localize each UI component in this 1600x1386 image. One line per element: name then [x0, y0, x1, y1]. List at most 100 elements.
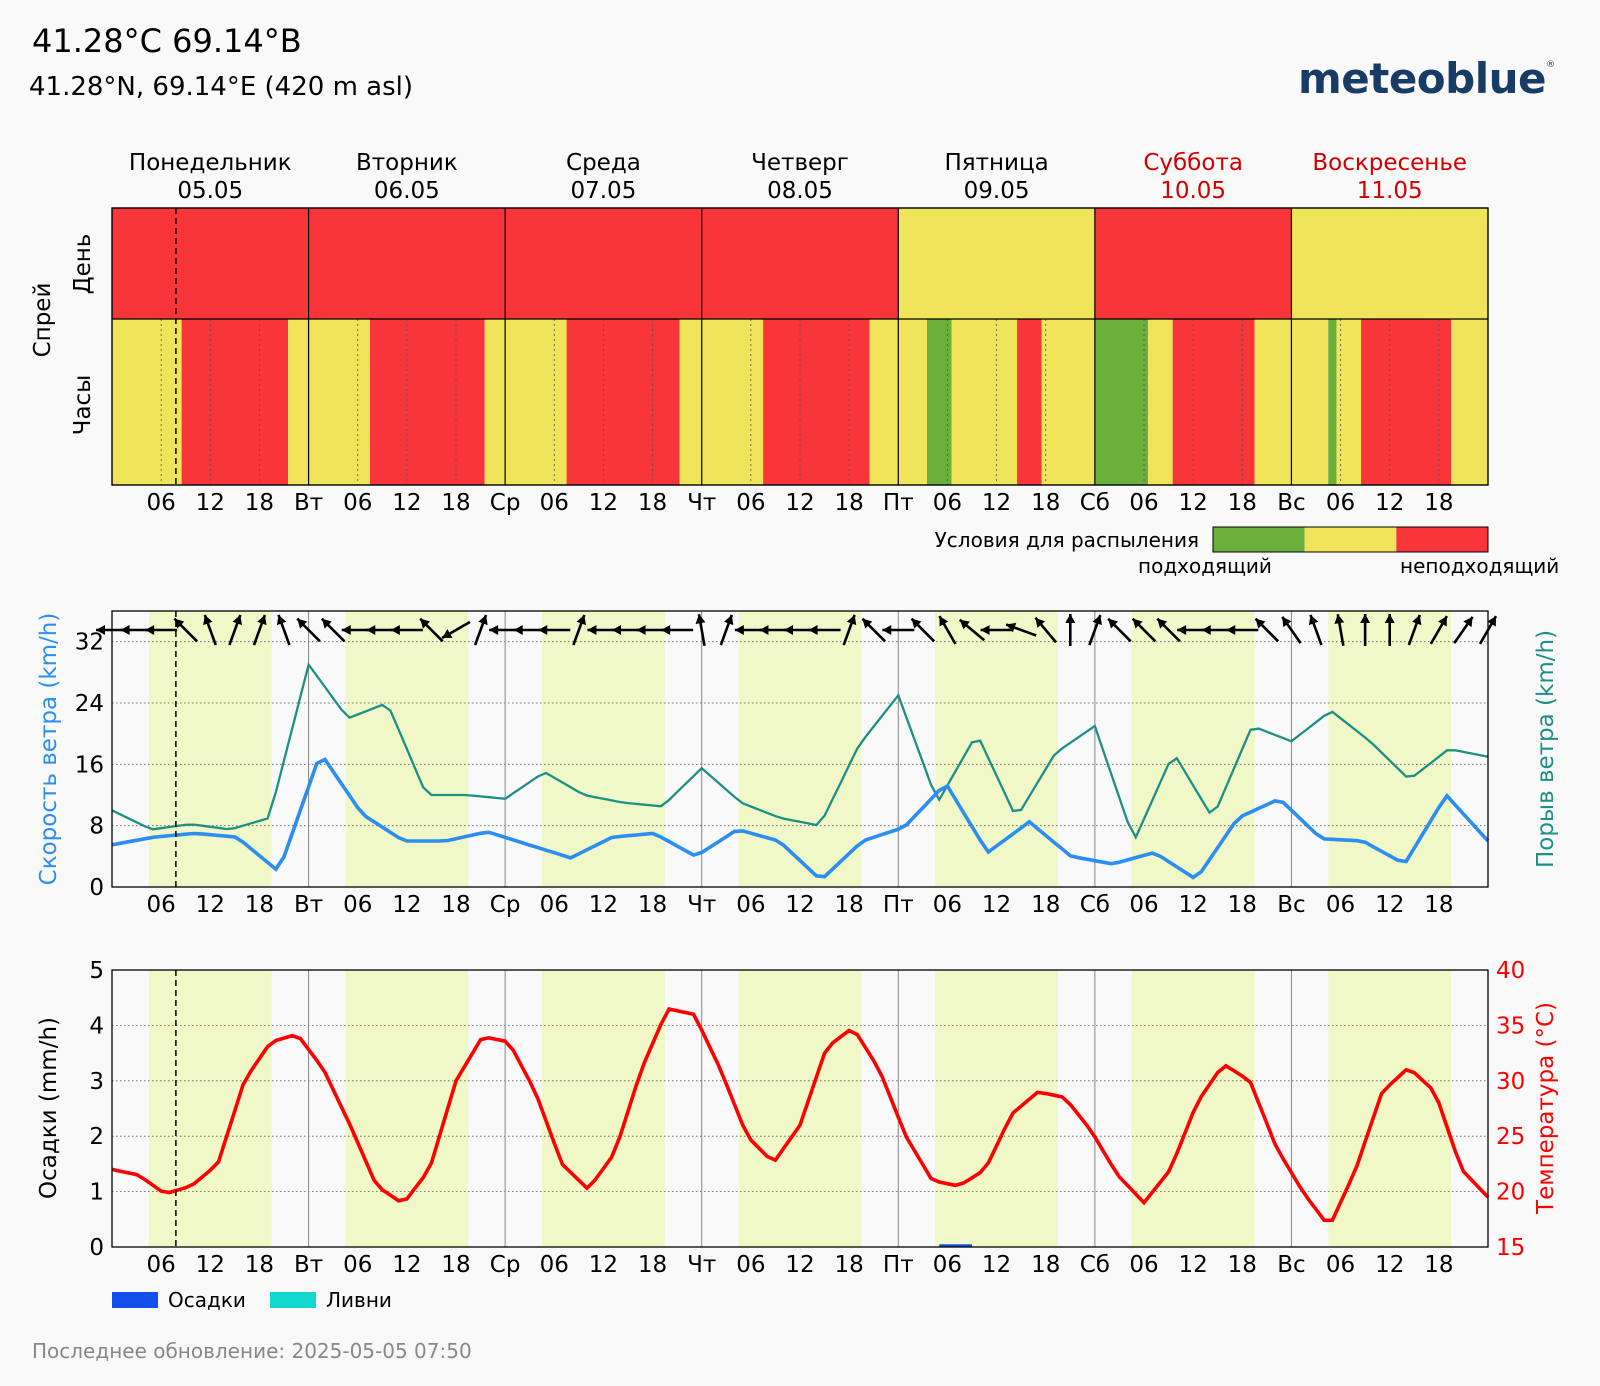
legend-swatch-marginal — [1304, 527, 1397, 552]
precip-bar — [939, 1244, 972, 1247]
wind-direction-arrow — [1453, 616, 1474, 644]
day-abbr-tick-label: Вс — [1277, 490, 1305, 516]
brand-logo[interactable]: meteoblue® — [1298, 54, 1555, 103]
hourly-spray-segment — [1361, 319, 1452, 485]
arrow-head — [478, 614, 488, 626]
arrow-head — [1108, 618, 1119, 629]
legend-frame — [1212, 526, 1489, 553]
arrow-head — [1487, 616, 1496, 627]
day-abbr-tick-label: Чт — [687, 1252, 716, 1278]
wind-y-tick-label: 0 — [89, 875, 104, 901]
hour-tick-label: 18 — [835, 490, 864, 516]
arrow-head — [882, 625, 892, 635]
day-abbr-tick-label: Чт — [687, 490, 716, 516]
day-abbr-tick-label: Чт — [687, 892, 716, 918]
hour-tick-label: 06 — [147, 892, 176, 918]
daylight-band — [148, 970, 272, 1247]
precip-y-tick-label: 5 — [89, 958, 104, 984]
wind-direction-arrow — [695, 614, 706, 646]
day-abbr-tick-label: Пт — [883, 1252, 914, 1278]
hour-tick-label: 06 — [736, 490, 765, 516]
wind-direction-arrow — [1131, 617, 1157, 643]
daylight-band — [738, 970, 862, 1247]
hourly-spray-segment — [1336, 319, 1362, 485]
daily-spray-cell — [701, 208, 899, 319]
wind-direction-arrow — [1384, 614, 1395, 646]
hour-tick-label: 12 — [392, 1252, 421, 1278]
arrow-head — [587, 625, 597, 635]
wind-direction-arrow — [228, 614, 242, 646]
logo-registered-mark: ® — [1546, 60, 1555, 70]
arrow-head — [1308, 614, 1319, 626]
day-date-label: 11.05 — [1357, 178, 1423, 204]
daily-spray-cell — [112, 208, 309, 319]
hourly-spray-segment — [181, 319, 289, 485]
arrow-head — [1201, 625, 1211, 635]
arrow-head — [636, 625, 646, 635]
hour-tick-label: 06 — [1326, 1252, 1355, 1278]
arrow-head — [1177, 625, 1187, 635]
hour-tick-label: 06 — [343, 1252, 372, 1278]
precip-y-tick-label: 2 — [89, 1124, 104, 1150]
hour-tick-label: 06 — [540, 490, 569, 516]
hourly-spray-segment — [1148, 319, 1173, 485]
hour-tick-label: 06 — [736, 1252, 765, 1278]
hour-tick-label: 18 — [1228, 490, 1257, 516]
daylight-band — [345, 970, 469, 1247]
hour-tick-label: 18 — [441, 1252, 470, 1278]
hourly-spray-segment — [763, 319, 870, 485]
day-date-label: 05.05 — [177, 178, 243, 204]
arrow-head — [1411, 614, 1422, 626]
wind-speed-series-line — [111, 757, 1490, 880]
daylight-band — [935, 970, 1058, 1247]
wind-direction-arrow — [1156, 617, 1181, 643]
legend-swatch-suitable — [1213, 527, 1305, 552]
legend-swatch-unsuitable — [1396, 527, 1488, 552]
daylight-band — [935, 611, 1058, 887]
precip-y-tick-label: 1 — [89, 1180, 104, 1206]
row-label-hours: Часы — [70, 375, 96, 436]
daily-spray-cell — [898, 208, 1095, 319]
wind-direction-arrow — [276, 614, 291, 646]
temp-y-tick-label: 15 — [1496, 1235, 1525, 1261]
temp-y-tick-label: 20 — [1496, 1180, 1525, 1206]
hourly-spray-segment — [370, 319, 485, 485]
hour-tick-label: 06 — [1129, 892, 1158, 918]
hour-tick-label: 18 — [245, 1252, 274, 1278]
day-date-label: 07.05 — [570, 178, 636, 204]
arrow-head — [390, 625, 400, 635]
hour-tick-label: 12 — [392, 892, 421, 918]
arrow-head — [1384, 614, 1395, 623]
wind-direction-arrow — [572, 614, 586, 646]
arrow-head — [366, 625, 376, 635]
hour-tick-label: 06 — [343, 490, 372, 516]
hour-tick-label: 12 — [1375, 490, 1404, 516]
hour-tick-label: 12 — [196, 490, 225, 516]
hour-tick-label: 18 — [638, 1252, 667, 1278]
arrow-head — [734, 625, 744, 635]
wind-direction-arrow — [980, 625, 1013, 635]
day-abbr-tick-label: Пт — [883, 892, 914, 918]
hour-tick-label: 06 — [736, 892, 765, 918]
wind-y-tick-label: 16 — [75, 752, 104, 778]
wind-direction-arrow — [1088, 614, 1102, 646]
hourly-spray-segment — [926, 319, 952, 485]
arrow-head — [808, 625, 818, 635]
legend-label-showers: Ливни — [326, 1288, 392, 1312]
daily-spray-cell — [1094, 208, 1292, 319]
hour-tick-label: 12 — [196, 892, 225, 918]
hourly-spray-segment — [484, 319, 567, 485]
arrow-head — [1334, 614, 1345, 624]
hour-tick-label: 06 — [933, 1252, 962, 1278]
hour-tick-label: 06 — [1326, 490, 1355, 516]
day-abbr-tick-label: Вс — [1277, 1252, 1305, 1278]
legend-low-label: подходящий — [1138, 554, 1272, 578]
wind-direction-arrow — [882, 625, 915, 635]
day-name-label: Четверг — [751, 150, 849, 176]
arrow-head — [862, 618, 873, 629]
wind-direction-arrow — [1034, 616, 1057, 644]
precip-y-axis-label: Осадки (mm/h) — [36, 1017, 62, 1199]
wind-direction-arrow — [390, 625, 423, 635]
temp-y-tick-label: 40 — [1496, 958, 1525, 984]
arrow-head — [1065, 614, 1076, 623]
